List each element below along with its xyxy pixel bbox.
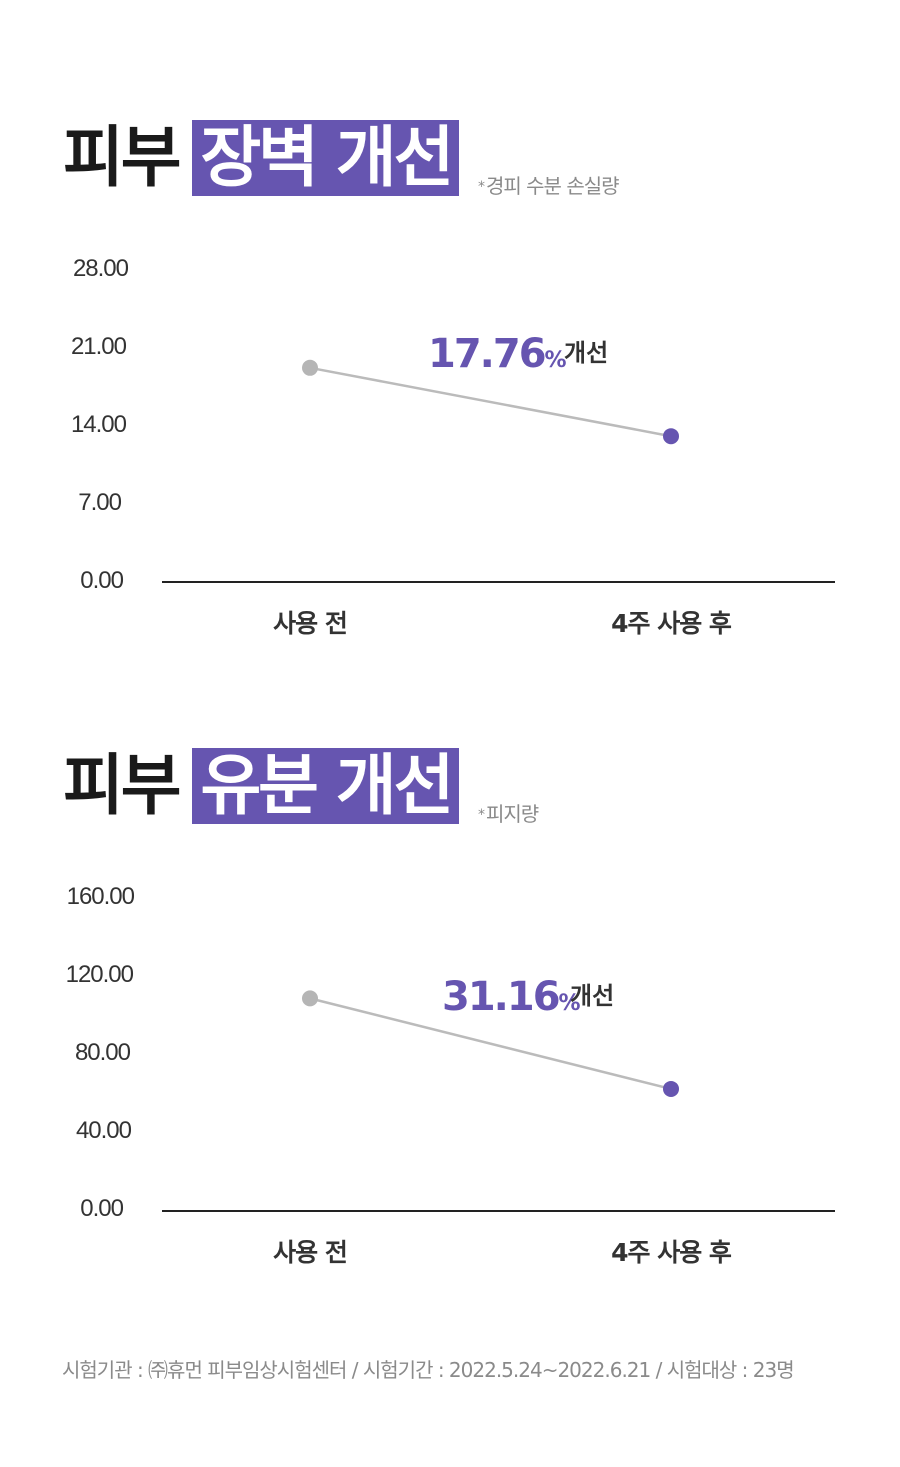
series-line bbox=[309, 997, 672, 1091]
improvement-unit: % bbox=[559, 991, 581, 1016]
y-axis-ticks: 28.00 21.00 14.00 7.00 0.00 bbox=[71, 255, 130, 594]
y-tick-label: 14.00 bbox=[71, 411, 127, 438]
y-tick-label: 7.00 bbox=[78, 489, 121, 516]
y-tick-label: 0.00 bbox=[80, 1195, 123, 1222]
y-axis-ticks: 160.00 120.00 80.00 40.00 0.00 bbox=[66, 883, 136, 1222]
x-tick-label-before: 사용 전 bbox=[273, 609, 347, 638]
line-chart-barrier: 28.00 21.00 14.00 7.00 0.00 17.76% 개선 사용… bbox=[71, 255, 835, 638]
title-plain: 피부 bbox=[63, 747, 181, 824]
line-chart-sebum: 160.00 120.00 80.00 40.00 0.00 31.16% 개선… bbox=[66, 883, 835, 1267]
improvement-unit: % bbox=[545, 348, 567, 373]
improvement-label: 개선 bbox=[564, 339, 608, 367]
test-info-footer: 시험기관 : ㈜휴먼 피부임상시험센터 / 시험기간 : 2022.5.24~2… bbox=[62, 1358, 795, 1382]
y-tick-label: 28.00 bbox=[73, 255, 129, 282]
improvement-value: 17.76% bbox=[428, 331, 567, 377]
note-text: 피지량 bbox=[486, 802, 539, 826]
y-tick-label: 21.00 bbox=[71, 333, 127, 360]
x-tick-label-before: 사용 전 bbox=[273, 1238, 347, 1267]
measurement-note: * 피지량 bbox=[478, 798, 539, 827]
improvement-value: 31.16% bbox=[442, 974, 581, 1020]
data-point-after bbox=[663, 1080, 679, 1097]
improvement-number: 17.76 bbox=[428, 331, 545, 377]
y-tick-label: 40.00 bbox=[76, 1117, 132, 1144]
note-text: 경피 수분 손실량 bbox=[486, 174, 620, 198]
data-point-before bbox=[302, 990, 318, 1007]
note-asterisk: * bbox=[478, 179, 485, 195]
y-tick-label: 0.00 bbox=[80, 567, 123, 594]
series-line bbox=[309, 366, 672, 438]
y-tick-label: 80.00 bbox=[75, 1039, 131, 1066]
note-asterisk: * bbox=[478, 807, 485, 823]
data-point-after bbox=[663, 428, 679, 445]
improvement-number: 31.16 bbox=[442, 974, 559, 1020]
x-tick-label-after: 4주 사용 후 bbox=[611, 609, 732, 638]
improvement-label: 개선 bbox=[570, 982, 614, 1010]
title-highlight: 유분 개선 bbox=[192, 748, 460, 824]
title-plain: 피부 bbox=[63, 119, 181, 196]
x-tick-label-after: 4주 사용 후 bbox=[611, 1238, 732, 1267]
section-title: 피부 유분 개선 bbox=[63, 746, 460, 826]
title-highlight: 장벽 개선 bbox=[192, 120, 460, 196]
section-title: 피부 장벽 개선 bbox=[63, 118, 460, 198]
y-tick-label: 120.00 bbox=[66, 961, 134, 988]
data-point-before bbox=[302, 359, 318, 376]
measurement-note: * 경피 수분 손실량 bbox=[478, 170, 620, 199]
y-tick-label: 160.00 bbox=[67, 883, 135, 910]
